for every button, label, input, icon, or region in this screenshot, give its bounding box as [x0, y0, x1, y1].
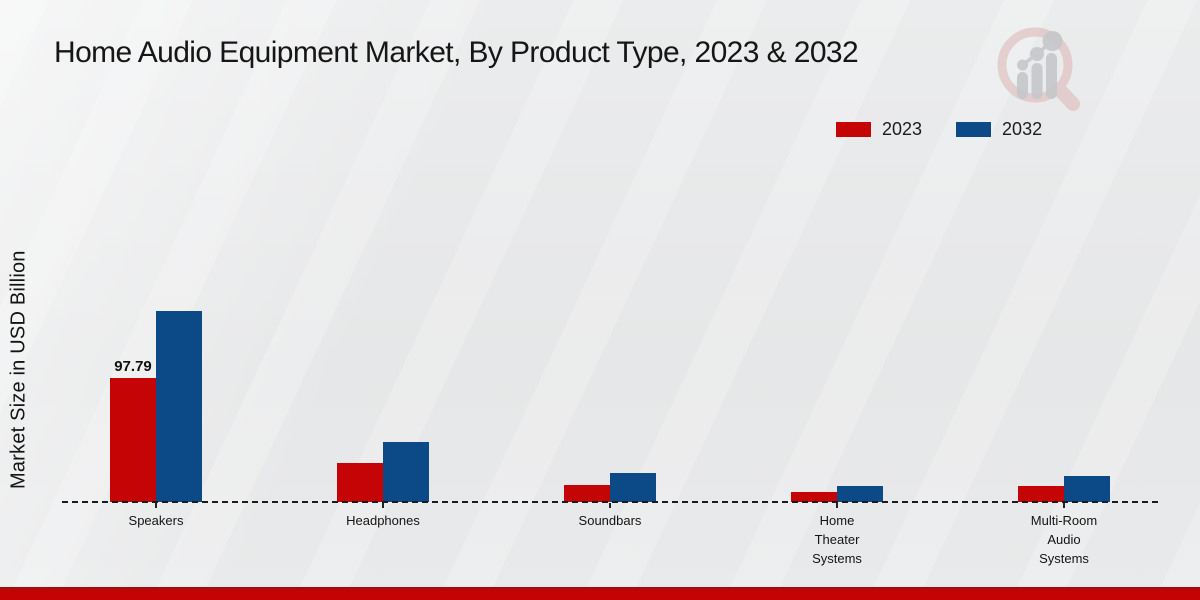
x-axis-tick — [382, 503, 384, 508]
bar-2032-multi-room-audio-systems — [1064, 476, 1110, 502]
bar-2032-speakers — [156, 311, 202, 502]
logo-bars — [1017, 53, 1057, 99]
bar-2023-home-theater-systems — [791, 492, 837, 502]
x-axis-tick — [836, 503, 838, 508]
bar-2023-multi-room-audio-systems — [1018, 486, 1064, 502]
x-axis-label-soundbars: Soundbars — [578, 513, 642, 528]
bar-2032-soundbars — [610, 473, 656, 502]
legend-swatch-2023 — [836, 121, 871, 137]
footer-accent-bar — [0, 587, 1200, 600]
x-axis-tick — [1063, 503, 1065, 508]
legend-label: 2023 — [882, 119, 923, 139]
bar-2032-home-theater-systems — [837, 486, 883, 502]
x-axis-label-headphones: Headphones — [346, 513, 420, 528]
legend-item-2032: 2032 — [956, 120, 1042, 138]
x-axis-tick — [609, 503, 611, 508]
x-axis-label-home-theater-systems: Home Theater Systems — [812, 513, 862, 566]
zero-baseline — [62, 501, 1158, 503]
logo-trend — [1017, 31, 1063, 71]
bar-2023-speakers — [110, 378, 156, 502]
x-axis-label-multi-room-audio-systems: Multi-Room Audio Systems — [1030, 513, 1098, 566]
chart-title: Home Audio Equipment Market, By Product … — [54, 36, 859, 69]
bar-2023-soundbars — [564, 485, 610, 502]
chart-legend: 2023 2032 — [836, 120, 1042, 138]
legend-label: 2032 — [1002, 119, 1043, 139]
bar-value-label: 97.79 — [114, 358, 152, 375]
x-axis-tick — [155, 503, 157, 508]
x-axis-label-speakers: Speakers — [128, 513, 184, 528]
bar-2032-headphones — [383, 442, 429, 502]
bar-2023-headphones — [337, 463, 383, 502]
y-axis-label: Market Size in USD Billion — [7, 250, 30, 490]
bar-chart-magnifier-logo-icon — [997, 27, 1080, 111]
legend-swatch-2032 — [956, 121, 992, 137]
legend-item-2023: 2023 — [836, 120, 922, 138]
